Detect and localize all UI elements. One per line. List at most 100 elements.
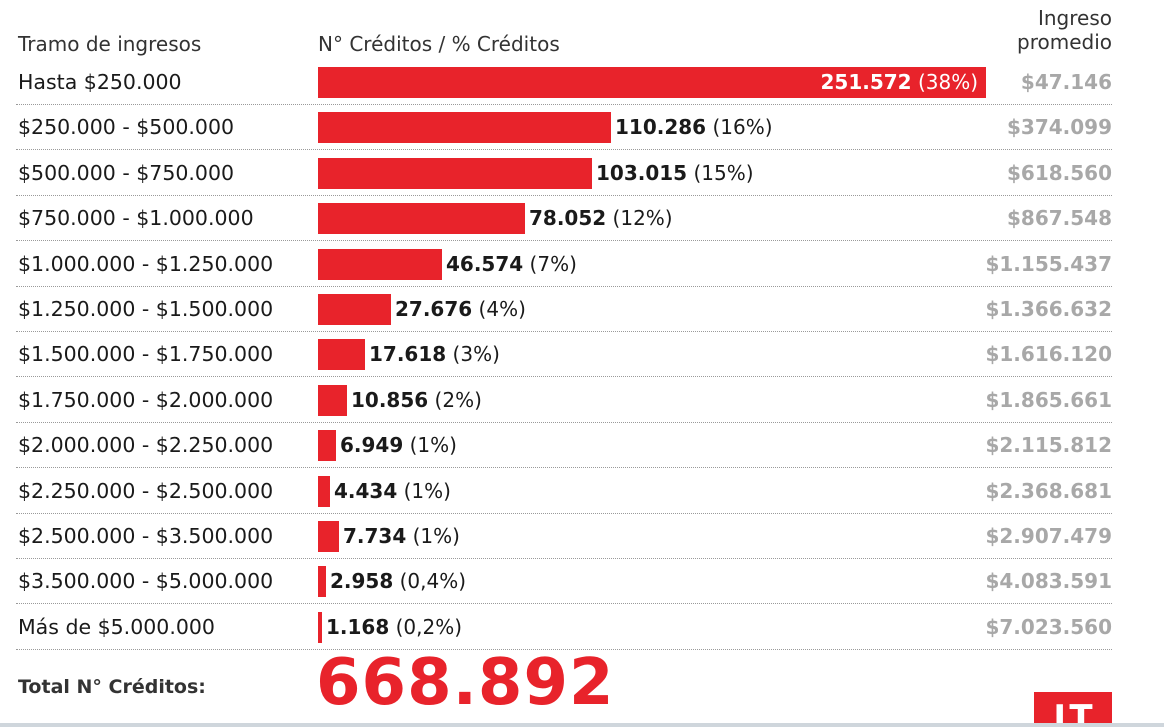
value-label: 7.734 (1%): [343, 524, 460, 548]
value-count: 4.434: [334, 478, 398, 503]
average-income-value: $1.616.120: [985, 342, 1112, 367]
average-income-value: $1.366.632: [985, 297, 1112, 321]
bar-row: $2.250.000 - $2.500.000 4.434 (1%) $2.368.…: [16, 469, 1112, 514]
value-label: 251.572 (38%): [820, 70, 978, 94]
value-percent: (2%): [434, 387, 482, 412]
value-label: 6.949 (1%): [340, 433, 457, 457]
category-label: $1.750.000 - $2.000.000: [18, 387, 274, 412]
value-percent: (1%): [403, 478, 451, 503]
bottom-divider: [0, 723, 1164, 727]
bar: [318, 475, 330, 507]
category-label: $3.500.000 - $5.000.000: [18, 569, 274, 594]
value-percent: (0,2%): [395, 614, 463, 639]
row-divider: [16, 421, 1112, 423]
average-income-value: $2.907.479: [985, 524, 1112, 548]
bar: [318, 430, 336, 462]
value-percent: (0,4%): [399, 569, 467, 594]
bar: [318, 112, 611, 144]
category-label: $750.000 - $1.000.000: [18, 206, 254, 231]
value-count: 27.676: [395, 297, 473, 321]
value-count: 10.856: [351, 387, 429, 412]
value-label: 10.856 (2%): [351, 388, 482, 412]
category-label: $1.250.000 - $1.500.000: [18, 297, 274, 321]
value-label: 2.958 (0,4%): [330, 569, 466, 593]
bar-row: Hasta $250.000 251.572 (38%) $47.146: [16, 60, 1112, 105]
value-count: 6.949: [340, 433, 404, 458]
category-label: Hasta $250.000: [18, 70, 182, 94]
value-percent: (3%): [452, 342, 500, 367]
brand-logo: LT: [1034, 692, 1112, 727]
bar-row: $750.000 - $1.000.000 78.052 (12%) $867.54…: [16, 196, 1112, 242]
value-percent: (7%): [529, 251, 577, 276]
category-label: $1.500.000 - $1.750.000: [18, 342, 274, 367]
bar-row: $1.750.000 - $2.000.000 10.856 (2%) $1.865…: [16, 378, 1112, 423]
bar: [318, 67, 986, 98]
value-label: 46.574 (7%): [446, 252, 577, 276]
value-label: 4.434 (1%): [334, 479, 451, 503]
average-income-value: $2.115.812: [985, 433, 1112, 458]
average-income-value: $1.865.661: [985, 387, 1112, 412]
value-label: 103.015 (15%): [596, 161, 754, 185]
column-header-creditos: N° Créditos / % Créditos: [318, 32, 560, 56]
category-label: $500.000 - $750.000: [18, 160, 235, 185]
category-label: $2.500.000 - $3.500.000: [18, 524, 274, 548]
row-divider: [16, 285, 1112, 287]
value-label: 1.168 (0,2%): [326, 615, 462, 639]
bar: [318, 611, 322, 643]
row-divider: [16, 648, 1112, 650]
value-percent: (4%): [478, 297, 526, 321]
average-income-value: $618.560: [1006, 160, 1112, 185]
category-label: $2.250.000 - $2.500.000: [18, 478, 274, 503]
total-label: Total N° Créditos:: [18, 676, 206, 698]
bar-row: $1.250.000 - $1.500.000 27.676 (4%) $1.366…: [16, 287, 1112, 332]
value-label: 27.676 (4%): [395, 297, 526, 321]
value-count: 251.572: [820, 70, 912, 94]
row-divider: [16, 558, 1112, 559]
bar: [318, 294, 391, 325]
row-divider: [16, 512, 1112, 514]
average-income-value: $1.155.437: [985, 251, 1112, 276]
row-divider: [16, 194, 1112, 196]
bar: [318, 339, 365, 371]
value-count: 17.618: [369, 342, 447, 367]
column-header-ingreso: Ingreso promedio: [1017, 6, 1112, 54]
value-percent: (1%): [412, 524, 460, 548]
value-label: 110.286 (16%): [615, 115, 773, 139]
bar-row: $2.500.000 - $3.500.000 7.734 (1%) $2.907.…: [16, 514, 1112, 559]
value-count: 1.168: [326, 614, 390, 639]
value-count: 103.015: [596, 160, 688, 185]
row-divider: [16, 104, 1112, 105]
category-label: Más de $5.000.000: [18, 614, 215, 639]
bar-row: $1.000.000 - $1.250.000 46.574 (7%) $1.155…: [16, 242, 1112, 287]
average-income-value: $867.548: [1006, 206, 1112, 231]
column-header-ingreso-line1: Ingreso: [1037, 6, 1112, 30]
row-divider: [16, 149, 1112, 151]
column-header-ingreso-line2: promedio: [1017, 30, 1112, 54]
average-income-value: $2.368.681: [985, 478, 1112, 503]
value-count: 110.286: [615, 115, 707, 140]
total-value: 668.892: [316, 646, 615, 720]
bar-row: $250.000 - $500.000 110.286 (16%) $374.099: [16, 105, 1112, 151]
category-label: $2.000.000 - $2.250.000: [18, 433, 274, 458]
average-income-value: $7.023.560: [985, 614, 1112, 639]
value-percent: (15%): [693, 160, 754, 185]
bar-row: $2.000.000 - $2.250.000 6.949 (1%) $2.115.…: [16, 423, 1112, 469]
row-divider: [16, 240, 1112, 242]
bar-row: $500.000 - $750.000 103.015 (15%) $618.560: [16, 151, 1112, 196]
column-header-tramo: Tramo de ingresos: [18, 32, 202, 56]
value-count: 46.574: [446, 251, 524, 276]
bar: [318, 157, 592, 189]
bar: [318, 521, 339, 552]
value-label: 78.052 (12%): [529, 206, 673, 230]
bar-row: $3.500.000 - $5.000.000 2.958 (0,4%) $4.08…: [16, 559, 1112, 605]
category-label: $250.000 - $500.000: [18, 115, 235, 140]
value-percent: (38%): [917, 70, 978, 94]
bar: [318, 566, 326, 598]
row-divider: [16, 467, 1112, 469]
bar-row: $1.500.000 - $1.750.000 17.618 (3%) $1.616…: [16, 332, 1112, 378]
average-income-value: $47.146: [1020, 70, 1112, 94]
value-count: 7.734: [343, 524, 407, 548]
average-income-value: $4.083.591: [985, 569, 1112, 594]
bar-row: Más de $5.000.000 1.168 (0,2%) $7.023.560: [16, 605, 1112, 650]
bar: [318, 384, 347, 416]
